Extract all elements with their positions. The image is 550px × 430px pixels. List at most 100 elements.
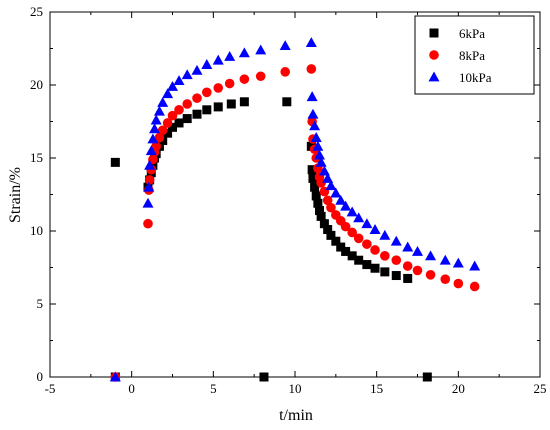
y-tick-label: 10 bbox=[30, 223, 43, 238]
data-point bbox=[425, 250, 437, 261]
data-point bbox=[362, 239, 372, 249]
data-point bbox=[157, 125, 168, 136]
data-point bbox=[239, 97, 249, 107]
data-point bbox=[380, 251, 390, 261]
data-point bbox=[213, 102, 223, 112]
data-point bbox=[182, 99, 192, 109]
data-point bbox=[149, 123, 161, 134]
data-point bbox=[110, 157, 120, 167]
y-axis-title: Strain/% bbox=[7, 167, 24, 223]
data-point bbox=[325, 180, 337, 191]
data-point bbox=[318, 165, 330, 176]
data-point bbox=[335, 194, 347, 205]
data-point bbox=[319, 219, 329, 229]
data-point bbox=[370, 263, 380, 273]
legend-label: 8kPa bbox=[459, 48, 485, 63]
data-point bbox=[340, 221, 351, 232]
data-point bbox=[331, 236, 341, 246]
data-point bbox=[279, 40, 291, 50]
data-point bbox=[153, 105, 165, 116]
data-point bbox=[150, 114, 162, 125]
y-tick-label: 20 bbox=[30, 77, 43, 92]
y-tick-label: 15 bbox=[30, 150, 43, 165]
data-point bbox=[238, 47, 250, 58]
data-point bbox=[326, 202, 336, 213]
x-tick-label: 25 bbox=[534, 381, 547, 396]
data-point bbox=[147, 133, 159, 144]
data-point bbox=[316, 211, 326, 221]
data-point bbox=[167, 80, 178, 91]
data-point bbox=[306, 91, 318, 102]
data-point bbox=[323, 225, 333, 235]
data-point bbox=[145, 145, 157, 156]
data-point bbox=[315, 206, 324, 216]
x-tick-label: 0 bbox=[128, 381, 135, 396]
data-point bbox=[182, 114, 192, 124]
data-point bbox=[201, 59, 213, 69]
x-tick-label: 5 bbox=[210, 381, 217, 396]
data-point bbox=[162, 118, 173, 128]
legend-marker-10kPa bbox=[428, 71, 440, 82]
data-point bbox=[469, 281, 480, 292]
data-point bbox=[379, 229, 391, 240]
data-point bbox=[412, 245, 423, 256]
data-point bbox=[226, 99, 236, 109]
data-point bbox=[310, 132, 322, 142]
data-point bbox=[391, 255, 402, 265]
x-axis-title: t/min bbox=[279, 407, 313, 424]
data-point bbox=[340, 200, 352, 211]
data-point bbox=[330, 187, 342, 198]
y-tick-label: 0 bbox=[37, 369, 44, 384]
data-point bbox=[202, 105, 212, 115]
x-tick-label: -5 bbox=[45, 381, 56, 396]
data-point bbox=[412, 265, 423, 276]
data-point bbox=[192, 93, 202, 103]
data-point bbox=[307, 165, 317, 175]
data-point bbox=[347, 227, 357, 238]
legend-label: 10kPa bbox=[459, 70, 492, 85]
data-point bbox=[440, 274, 451, 284]
data-point bbox=[154, 132, 165, 143]
data-point bbox=[307, 108, 319, 119]
data-point bbox=[361, 218, 373, 229]
data-point bbox=[326, 230, 336, 240]
data-point bbox=[191, 64, 203, 75]
data-point bbox=[192, 109, 202, 119]
data-point bbox=[143, 218, 153, 229]
data-point bbox=[452, 257, 464, 268]
data-point bbox=[173, 75, 185, 86]
data-point bbox=[346, 206, 358, 217]
x-tick-labels: -5 0 5 10 15 20 25 bbox=[45, 381, 547, 396]
data-point bbox=[224, 78, 235, 89]
legend-marker-8kPa bbox=[429, 50, 439, 60]
y-tick-label: 5 bbox=[37, 296, 44, 311]
series-8kPa bbox=[110, 64, 480, 382]
data-point bbox=[280, 67, 291, 77]
data-point bbox=[425, 270, 436, 280]
data-point bbox=[353, 212, 365, 223]
data-point bbox=[380, 267, 390, 277]
data-point bbox=[403, 273, 413, 283]
y-tick-label: 25 bbox=[30, 4, 43, 19]
data-point bbox=[322, 195, 333, 206]
data-point bbox=[362, 260, 372, 270]
data-point bbox=[282, 97, 292, 107]
data-point bbox=[163, 128, 173, 138]
x-tick-label: 20 bbox=[452, 381, 465, 396]
series-10kPa bbox=[109, 37, 481, 382]
data-point bbox=[353, 233, 364, 244]
data-point bbox=[341, 246, 351, 256]
axis-ticks bbox=[49, 11, 541, 378]
data-point bbox=[174, 105, 184, 115]
data-point bbox=[181, 69, 193, 80]
legend-marker-6kPa bbox=[429, 28, 439, 38]
data-point bbox=[305, 37, 317, 48]
data-point bbox=[390, 235, 402, 246]
legend: 6kPa 8kPa 10kPa bbox=[414, 15, 535, 95]
data-point bbox=[336, 242, 346, 252]
data-point bbox=[174, 118, 184, 128]
data-point bbox=[369, 224, 381, 234]
data-point bbox=[453, 278, 464, 289]
data-point bbox=[313, 198, 323, 208]
